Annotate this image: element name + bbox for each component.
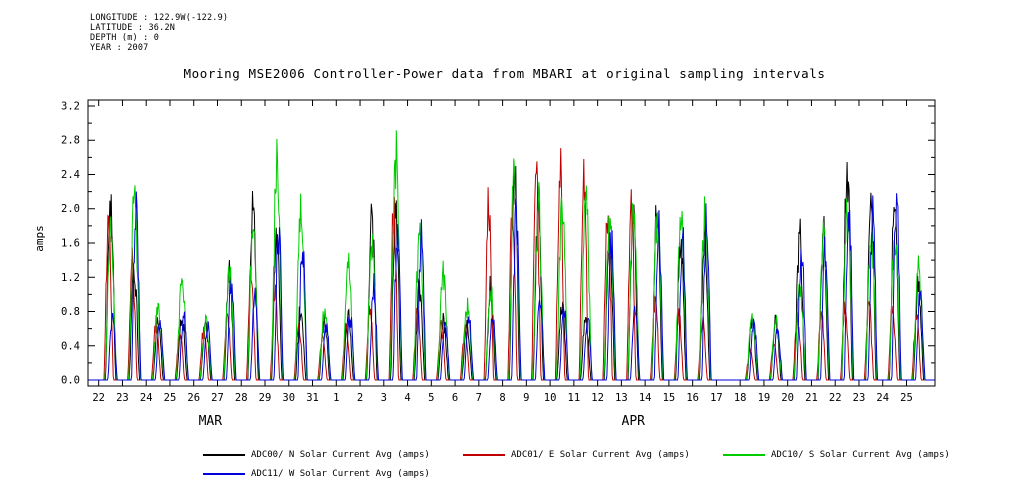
chart-title: Mooring MSE2006 Controller-Power data fr…	[183, 66, 826, 81]
legend-label-north: ADC00/ N Solar Current Avg (amps)	[251, 450, 430, 460]
svg-text:10: 10	[544, 392, 557, 404]
svg-text:18: 18	[734, 392, 747, 404]
svg-text:30: 30	[282, 392, 295, 404]
svg-text:26: 26	[187, 392, 200, 404]
svg-text:2: 2	[357, 392, 363, 404]
svg-text:24: 24	[876, 392, 889, 404]
svg-text:0.0: 0.0	[61, 375, 80, 387]
latitude-text: LATITUDE : 36.2N	[90, 23, 176, 33]
svg-text:3: 3	[381, 392, 387, 404]
svg-text:3.2: 3.2	[61, 100, 80, 112]
svg-text:6: 6	[452, 392, 458, 404]
svg-text:29: 29	[259, 392, 272, 404]
y-axis: 0.0 0.4 0.8 1.2 1.6 2.0 2.4 2.8 3.2	[61, 100, 935, 387]
svg-text:2.8: 2.8	[61, 135, 80, 147]
svg-text:8: 8	[499, 392, 505, 404]
svg-text:23: 23	[853, 392, 866, 404]
svg-text:12: 12	[591, 392, 604, 404]
svg-text:15: 15	[663, 392, 676, 404]
legend-swatch-south	[723, 454, 765, 456]
svg-text:17: 17	[710, 392, 723, 404]
svg-text:0.4: 0.4	[61, 340, 80, 352]
svg-text:21: 21	[805, 392, 818, 404]
svg-text:0.8: 0.8	[61, 306, 80, 318]
svg-text:27: 27	[211, 392, 224, 404]
svg-text:22: 22	[92, 392, 105, 404]
legend-item-east: ADC01/ E Solar Current Avg (amps)	[463, 449, 690, 461]
legend-label-south: ADC10/ S Solar Current Avg (amps)	[771, 450, 950, 460]
legend-item-west: ADC11/ W Solar Current Avg (amps)	[203, 468, 430, 480]
svg-text:25: 25	[900, 392, 913, 404]
depth-text: DEPTH (m) : 0	[90, 33, 160, 43]
svg-text:MAR: MAR	[199, 414, 223, 429]
svg-text:20: 20	[781, 392, 794, 404]
series-lines	[88, 130, 935, 381]
svg-text:1.6: 1.6	[61, 238, 80, 250]
svg-text:14: 14	[639, 392, 652, 404]
svg-text:19: 19	[758, 392, 771, 404]
svg-text:25: 25	[164, 392, 177, 404]
svg-text:23: 23	[116, 392, 129, 404]
longitude-text: LONGITUDE : 122.9W(-122.9)	[90, 13, 229, 23]
legend-item-south: ADC10/ S Solar Current Avg (amps)	[723, 449, 950, 461]
svg-text:11: 11	[568, 392, 581, 404]
legend-item-north: ADC00/ N Solar Current Avg (amps)	[203, 449, 430, 461]
svg-text:5: 5	[428, 392, 434, 404]
svg-text:7: 7	[476, 392, 482, 404]
legend-label-east: ADC01/ E Solar Current Avg (amps)	[511, 450, 690, 460]
legend-label-west: ADC11/ W Solar Current Avg (amps)	[251, 469, 430, 479]
station-info-block: LONGITUDE : 122.9W(-122.9) LATITUDE : 36…	[90, 13, 228, 53]
svg-text:2.4: 2.4	[61, 169, 80, 181]
legend-swatch-east	[463, 454, 505, 456]
svg-text:24: 24	[140, 392, 153, 404]
legend-swatch-north	[203, 454, 245, 456]
series-line-3	[88, 191, 935, 381]
svg-text:1.2: 1.2	[61, 272, 80, 284]
year-text: YEAR : 2007	[90, 43, 149, 53]
legend-swatch-west	[203, 473, 245, 475]
svg-text:22: 22	[829, 392, 842, 404]
svg-text:APR: APR	[622, 414, 646, 429]
svg-text:1: 1	[333, 392, 339, 404]
x-axis: 22 23 24 25 26 27 28 29 30 31 1 2 3 4 5 6 7 8 9 10 11 12 13 14 1…	[92, 100, 913, 404]
svg-text:16: 16	[686, 392, 699, 404]
svg-text:28: 28	[235, 392, 248, 404]
svg-text:31: 31	[306, 392, 319, 404]
svg-text:13: 13	[615, 392, 628, 404]
svg-text:9: 9	[523, 392, 529, 404]
month-labels: MAR APR	[199, 414, 646, 429]
svg-text:2.0: 2.0	[61, 203, 80, 215]
svg-text:4: 4	[404, 392, 410, 404]
